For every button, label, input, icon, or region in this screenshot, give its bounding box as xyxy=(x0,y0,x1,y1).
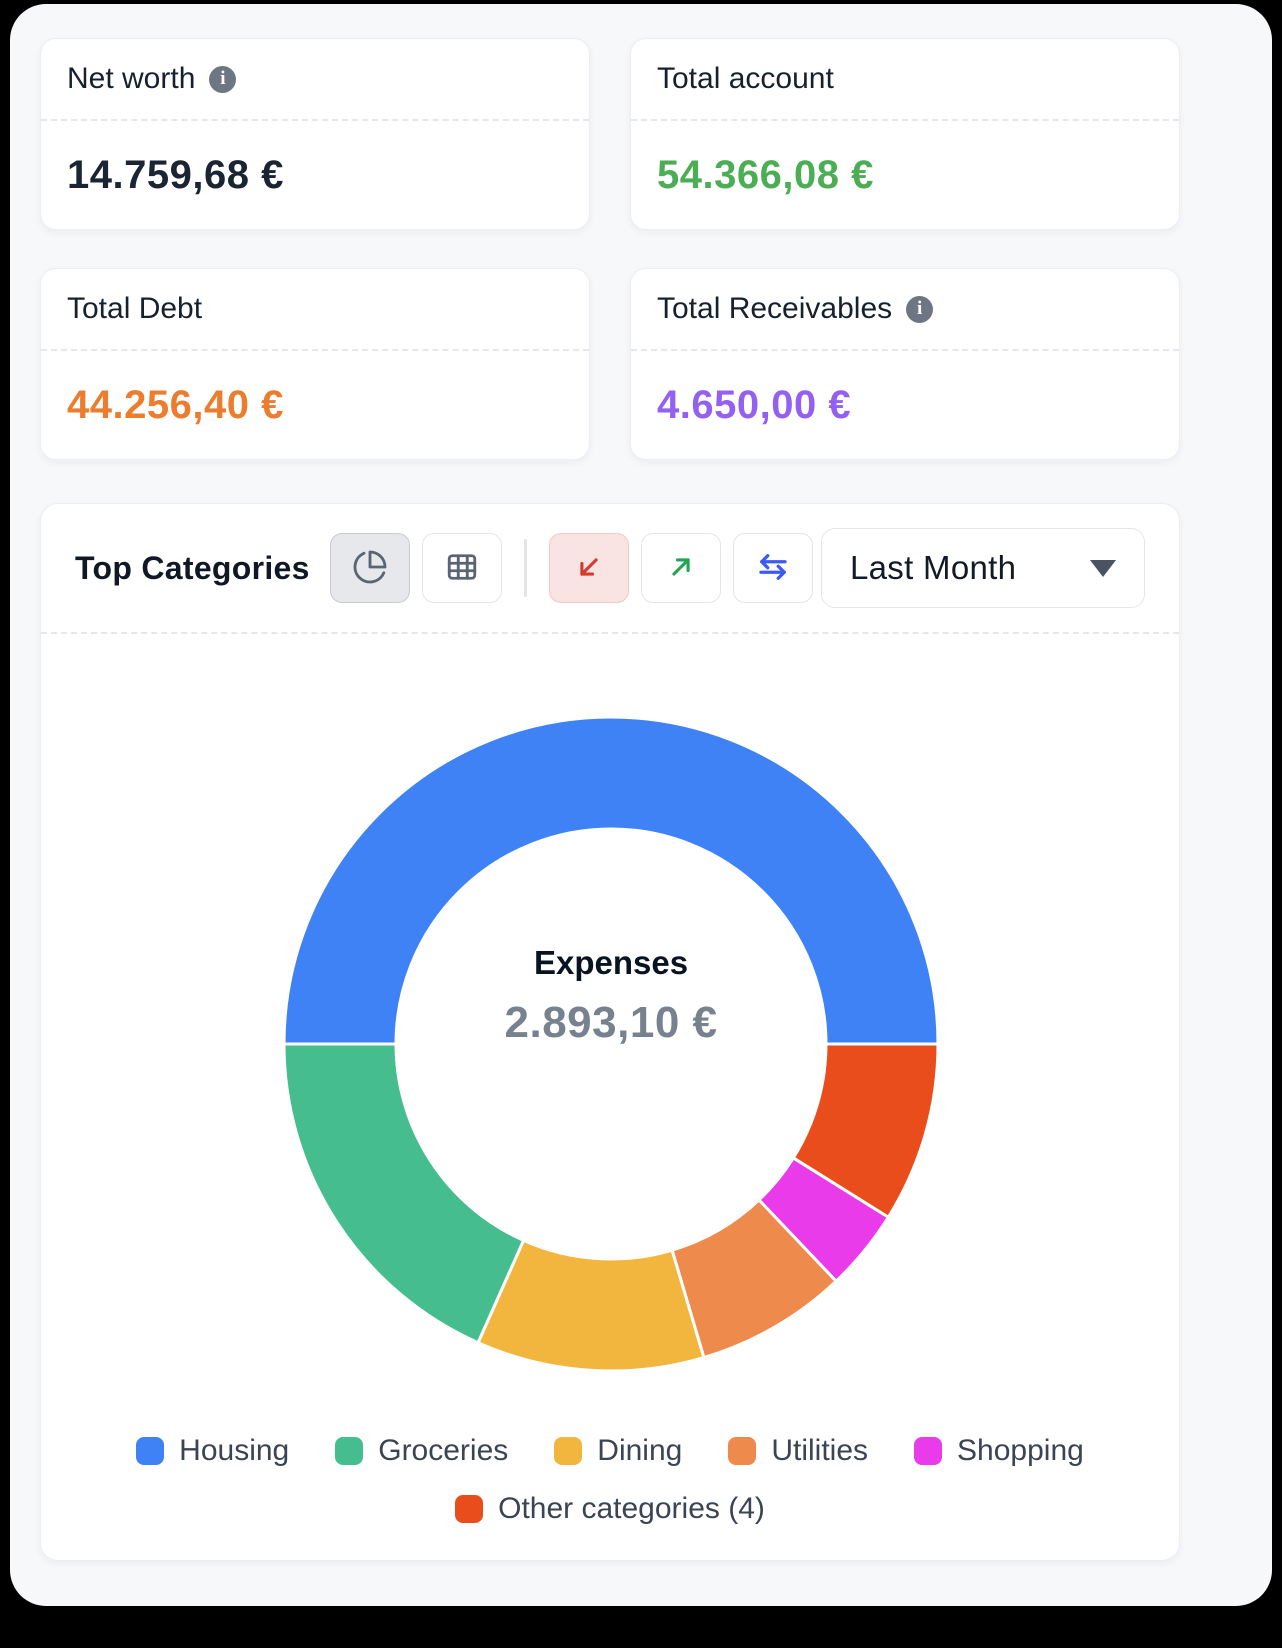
total-receivables-card-header: Total Receivables i xyxy=(631,269,1179,351)
chevron-down-icon xyxy=(1090,559,1116,577)
legend-item-other-categories-4-[interactable]: Other categories (4) xyxy=(455,1492,765,1526)
donut-chart-area: Expenses 2.893,10 € xyxy=(41,634,1179,1406)
legend-label: Utilities xyxy=(771,1434,869,1467)
total-account-title: Total account xyxy=(657,62,834,95)
period-dropdown[interactable]: Last Month xyxy=(821,528,1145,608)
legend-label: Groceries xyxy=(378,1434,509,1467)
legend-label: Shopping xyxy=(957,1434,1084,1467)
total-receivables-value: 4.650,00 € xyxy=(657,383,852,427)
stat-cards-grid: Net worth i 14.759,68 € Total account 54… xyxy=(40,38,1180,460)
total-receivables-card: Total Receivables i 4.650,00 € xyxy=(630,268,1180,460)
legend-item-utilities[interactable]: Utilities xyxy=(728,1434,868,1468)
legend-item-dining[interactable]: Dining xyxy=(554,1434,682,1468)
total-account-card: Total account 54.366,08 € xyxy=(630,38,1180,230)
legend-swatch xyxy=(136,1437,165,1465)
legend-swatch xyxy=(455,1495,484,1523)
total-debt-title: Total Debt xyxy=(67,292,203,325)
donut-segment-groceries[interactable] xyxy=(282,1042,526,1345)
arrow-down-left-icon xyxy=(572,550,606,587)
pie-chart-icon xyxy=(352,549,388,588)
flow-filter-group xyxy=(548,533,813,603)
legend-item-shopping[interactable]: Shopping xyxy=(914,1434,1084,1468)
table-icon xyxy=(444,549,480,588)
net-worth-card-header: Net worth i xyxy=(41,39,589,121)
donut-segment-housing[interactable] xyxy=(282,715,940,1046)
total-receivables-title: Total Receivables xyxy=(657,292,893,325)
legend-swatch xyxy=(554,1437,583,1465)
legend-row: Housing Groceries Dining Utilities Shopping xyxy=(41,1434,1179,1468)
expenses-filter-button[interactable] xyxy=(548,533,629,603)
legend-swatch xyxy=(728,1437,757,1465)
total-account-card-header: Total account xyxy=(631,39,1179,121)
legend-label: Other categories (4) xyxy=(498,1492,765,1525)
arrow-up-right-icon xyxy=(664,550,698,587)
legend-swatch xyxy=(914,1437,943,1465)
total-debt-card: Total Debt 44.256,40 € xyxy=(40,268,590,460)
total-debt-card-header: Total Debt xyxy=(41,269,589,351)
info-icon[interactable]: i xyxy=(906,295,934,323)
net-worth-card: Net worth i 14.759,68 € xyxy=(40,38,590,230)
legend-label: Housing xyxy=(179,1434,290,1467)
transfers-filter-button[interactable] xyxy=(732,533,813,603)
swap-arrows-icon xyxy=(755,549,791,588)
income-filter-button[interactable] xyxy=(640,533,721,603)
header-divider xyxy=(523,539,527,597)
period-dropdown-value: Last Month xyxy=(850,549,1017,586)
chart-legend: Housing Groceries Dining Utilities Shopping O… xyxy=(41,1434,1179,1526)
pie-view-button[interactable] xyxy=(329,533,410,603)
legend-swatch xyxy=(335,1437,364,1465)
dashboard-page: Net worth i 14.759,68 € Total account 54… xyxy=(10,4,1272,1606)
legend-item-groceries[interactable]: Groceries xyxy=(335,1434,508,1468)
top-categories-card: Top Categories xyxy=(40,503,1180,1561)
net-worth-value: 14.759,68 € xyxy=(67,153,284,197)
top-categories-title: Top Categories xyxy=(75,549,310,586)
legend-row: Other categories (4) xyxy=(41,1492,1179,1526)
net-worth-title: Net worth xyxy=(67,62,196,95)
total-account-value: 54.366,08 € xyxy=(657,153,874,197)
info-icon[interactable]: i xyxy=(209,65,237,93)
view-toggle-group xyxy=(329,533,502,603)
legend-label: Dining xyxy=(597,1434,683,1467)
table-view-button[interactable] xyxy=(421,533,502,603)
legend-item-housing[interactable]: Housing xyxy=(136,1434,289,1468)
donut-chart xyxy=(282,715,940,1373)
top-categories-header: Top Categories xyxy=(41,504,1179,634)
total-debt-value: 44.256,40 € xyxy=(67,383,284,427)
